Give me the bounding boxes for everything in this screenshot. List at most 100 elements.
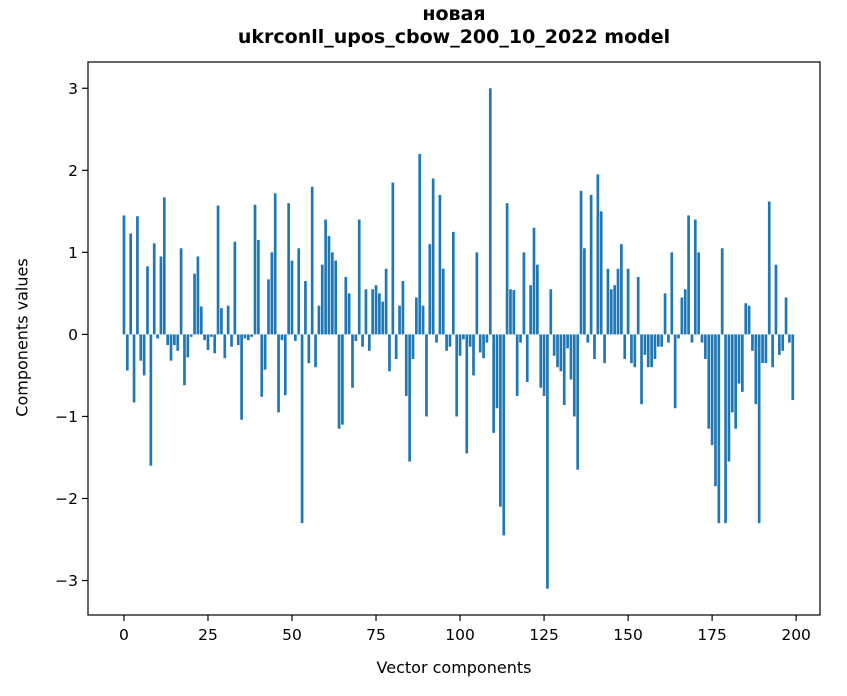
bar (593, 334, 596, 360)
bar (260, 334, 264, 397)
bar (707, 334, 711, 429)
bar (761, 334, 764, 364)
bar (408, 334, 411, 462)
bar (643, 334, 647, 355)
bar (677, 334, 680, 339)
bar (371, 289, 375, 335)
bar (277, 334, 280, 413)
bar (361, 334, 364, 347)
bar (714, 334, 717, 487)
bar (226, 305, 230, 335)
bar (304, 281, 307, 335)
bar (287, 203, 290, 335)
bar (327, 235, 331, 335)
bar (173, 334, 176, 346)
bar (374, 285, 378, 335)
bar (495, 334, 499, 409)
bar (199, 306, 203, 335)
bar (519, 334, 522, 343)
bar (186, 334, 190, 358)
bar (710, 334, 714, 446)
bar (421, 305, 425, 335)
x-axis-label: Vector components (376, 658, 532, 677)
bar (310, 186, 314, 335)
bar (741, 334, 744, 392)
bar (680, 297, 684, 335)
bar (300, 334, 304, 524)
bar (468, 334, 472, 347)
x-tick-label: 200 (781, 626, 811, 644)
bar (509, 289, 512, 335)
bar (354, 334, 358, 341)
bar (152, 243, 156, 335)
bar (754, 334, 758, 405)
bar (640, 334, 643, 405)
bar (330, 252, 334, 335)
x-tick-label: 175 (697, 626, 727, 644)
bar (223, 334, 227, 359)
x-axis: 0 25 50 75 100 125 150 175 200 (119, 615, 811, 644)
bar (320, 264, 324, 335)
y-tick-label: 0 (68, 326, 78, 344)
axes-spines (87, 61, 821, 616)
bar (465, 334, 469, 454)
bar (542, 334, 546, 396)
bar (559, 334, 563, 372)
bar (744, 303, 748, 335)
bar (539, 334, 543, 388)
bar (384, 268, 388, 335)
bar (149, 334, 153, 466)
bar (788, 334, 791, 343)
y-axis-label: Components values (12, 258, 32, 417)
bar (448, 334, 452, 347)
bar (132, 334, 136, 403)
bar (441, 268, 445, 335)
bar (606, 268, 610, 335)
bar (488, 88, 492, 335)
bar (532, 227, 536, 335)
bar (391, 182, 395, 335)
x-tick-label: 0 (119, 626, 129, 644)
bar (579, 190, 583, 335)
bar (630, 334, 633, 364)
bar (351, 334, 354, 388)
y-tick-label: 3 (68, 80, 78, 98)
bar (250, 334, 254, 337)
bar (462, 334, 465, 340)
bar (139, 334, 143, 361)
bar (566, 334, 569, 349)
bar (650, 334, 653, 368)
bar (290, 260, 294, 335)
bar (720, 248, 724, 335)
bar (603, 334, 606, 364)
bar (183, 334, 186, 386)
bar (724, 334, 727, 524)
bar (297, 248, 301, 335)
bar (502, 334, 506, 536)
bar (522, 252, 526, 335)
bar (438, 194, 442, 335)
bar (626, 268, 630, 335)
bar (159, 256, 163, 335)
bar (142, 334, 146, 376)
bar (536, 264, 539, 335)
bar (562, 334, 566, 405)
bar (176, 334, 180, 351)
bar (549, 289, 553, 335)
x-tick-label: 75 (366, 626, 386, 644)
bar (546, 334, 549, 589)
bar (572, 334, 576, 417)
bar (162, 197, 166, 335)
y-tick-label: −3 (55, 572, 78, 590)
bar (283, 334, 287, 396)
bar (220, 308, 223, 335)
bar (478, 334, 482, 353)
bar (687, 215, 690, 335)
bar (529, 285, 532, 335)
bar (777, 334, 781, 355)
bar (751, 334, 754, 351)
bar (515, 334, 519, 396)
bar (636, 276, 640, 335)
bars (122, 88, 795, 589)
